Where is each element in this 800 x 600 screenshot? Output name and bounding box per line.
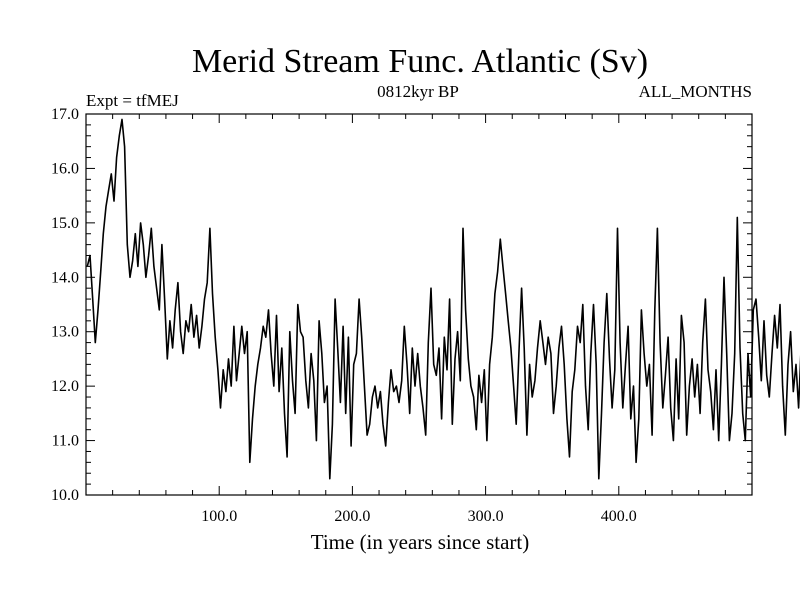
y-tick-label: 10.0 <box>51 487 79 504</box>
x-tick-label: 200.0 <box>334 508 370 525</box>
series-line <box>86 118 800 480</box>
experiment-label: Expt = tfMEJ <box>86 91 179 110</box>
y-tick-label: 13.0 <box>51 324 79 341</box>
y-tick-labels: 10.0 11.0 12.0 13.0 14.0 15.0 16.0 17.0 <box>51 106 79 504</box>
x-tick-label: 100.0 <box>201 508 237 525</box>
y-tick-label: 15.0 <box>51 215 79 232</box>
axis-ticks <box>86 113 752 496</box>
months-label: ALL_MONTHS <box>639 82 752 101</box>
x-tick-labels: 100.0 200.0 300.0 400.0 <box>201 508 637 525</box>
y-tick-label: 17.0 <box>51 106 79 123</box>
y-tick-label: 14.0 <box>51 269 79 286</box>
x-tick-label: 400.0 <box>601 508 637 525</box>
x-axis-label: Time (in years since start) <box>311 530 530 554</box>
x-tick-label: 300.0 <box>468 508 504 525</box>
y-tick-label: 11.0 <box>52 433 79 450</box>
y-tick-label: 16.0 <box>51 160 79 177</box>
period-label: 0812kyr BP <box>377 82 459 101</box>
plot-frame <box>85 113 753 496</box>
chart-title: Merid Stream Func. Atlantic (Sv) <box>192 43 648 80</box>
y-tick-label: 12.0 <box>51 378 79 395</box>
